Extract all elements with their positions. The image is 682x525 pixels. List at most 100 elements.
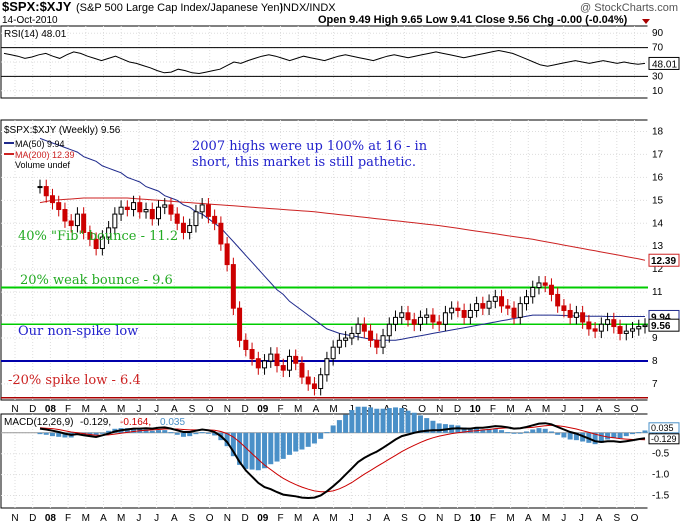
macd-histogram-bar — [505, 432, 511, 434]
candle-body — [499, 296, 505, 307]
x-label-bottom: D — [454, 513, 461, 524]
candle-body — [143, 209, 149, 213]
x-label-top: F — [490, 404, 496, 415]
watermark: @ StockCharts.com — [580, 2, 678, 14]
candle-body — [380, 335, 386, 348]
x-label-top: 09 — [257, 404, 269, 415]
candle-body — [417, 316, 423, 325]
x-label-top: D — [241, 404, 248, 415]
candle-body — [386, 323, 392, 337]
candle-body — [636, 326, 642, 330]
candle-body — [68, 220, 74, 227]
x-label-top: A — [100, 404, 107, 415]
x-label-bottom: M — [506, 513, 514, 524]
macd-histogram-bar — [199, 432, 205, 434]
macd-histogram-bar — [642, 430, 648, 433]
note-2007-highs-1: 2007 highs were up 100% at 16 - in — [192, 139, 428, 154]
candle-body — [623, 330, 629, 334]
x-label-top: N — [224, 404, 231, 415]
candle-body — [249, 349, 255, 360]
ma200-last-value: 12.39 — [651, 256, 676, 267]
candle-body — [274, 353, 280, 367]
macd-histogram-bar — [368, 407, 374, 433]
price-tick: 14 — [652, 218, 664, 229]
x-label-bottom: O — [206, 513, 214, 524]
macd-tick: -0.5 — [652, 449, 670, 460]
x-label-top: 10 — [470, 404, 482, 415]
price-tick: 16 — [652, 172, 664, 183]
macd-histogram-bar — [193, 432, 199, 435]
macd-histogram-bar — [81, 432, 87, 436]
macd-hist-last: 0.035 — [651, 423, 674, 433]
macd-title-hist: 0.035 — [160, 417, 185, 428]
x-label-top: J — [579, 404, 584, 415]
x-label-top: M — [506, 404, 514, 415]
candle-body — [393, 316, 399, 325]
candle-body — [168, 204, 174, 215]
candle-body — [436, 321, 442, 325]
macd-histogram-bar — [380, 408, 386, 433]
macd-histogram-bar — [405, 410, 411, 433]
x-label-top: J — [349, 404, 354, 415]
candle-body — [237, 307, 243, 341]
macd-histogram-bar — [511, 432, 517, 434]
candle-body — [336, 339, 342, 348]
note-non-spike: Our non-spike low — [18, 324, 138, 339]
macd-histogram-bar — [417, 415, 423, 433]
candle-body — [49, 195, 55, 204]
candle-body — [124, 206, 130, 211]
macd-histogram-bar — [224, 432, 230, 447]
candle-body — [474, 303, 480, 311]
candle-body — [243, 339, 249, 351]
candle-body — [255, 358, 261, 369]
candle-body — [349, 332, 355, 339]
rsi-last-value: 48.01 — [652, 59, 677, 70]
x-label-top: S — [189, 404, 196, 415]
macd-histogram-bar — [486, 428, 492, 433]
x-label-top: D — [454, 404, 461, 415]
legend-ma50: MA(50) 9.94 — [15, 139, 65, 149]
candle-body — [311, 383, 317, 390]
candle-body — [162, 204, 168, 208]
macd-histogram-bar — [605, 432, 611, 440]
candle-body — [318, 374, 324, 390]
candle-body — [180, 222, 186, 233]
price-tick: 12 — [652, 264, 664, 275]
candle-body — [530, 287, 536, 298]
x-label-bottom: M — [329, 513, 337, 524]
macd-title-signal: -0.164, — [120, 417, 151, 428]
x-label-bottom: M — [294, 513, 302, 524]
x-label-top: A — [171, 404, 178, 415]
macd-histogram-bar — [324, 432, 330, 434]
candle-body — [106, 227, 112, 238]
candle-body — [187, 225, 193, 233]
macd-histogram-bar — [542, 428, 548, 433]
candle-body — [131, 202, 137, 211]
x-label-top: O — [206, 404, 214, 415]
candle-body — [268, 353, 274, 362]
candle-body — [368, 330, 374, 341]
candle-body — [598, 323, 604, 332]
candle-body — [611, 319, 617, 328]
price-title: $SPX:$XJY (Weekly) 9.56 — [4, 125, 121, 136]
candle-body — [224, 243, 230, 266]
rsi-tick: 90 — [652, 28, 664, 39]
macd-histogram-bar — [492, 428, 498, 433]
candle-body — [430, 314, 436, 323]
price-tick: 11 — [652, 287, 663, 298]
x-label-bottom: 10 — [470, 513, 482, 524]
x-label-bottom: S — [613, 513, 620, 524]
candle-body — [286, 355, 292, 371]
candle-body — [324, 358, 330, 376]
macd-histogram-bar — [430, 420, 436, 433]
macd-title: MACD(12,26,9) — [4, 417, 73, 428]
x-label-bottom: N — [224, 513, 231, 524]
rsi-tick: 10 — [652, 86, 664, 97]
candle-body — [37, 186, 43, 189]
macd-histogram-bar — [268, 432, 274, 465]
x-label-bottom: O — [418, 513, 426, 524]
rsi-line — [3, 49, 646, 75]
macd-histogram-bar — [37, 432, 43, 435]
header-date: 14-Oct-2010 — [2, 15, 58, 26]
candle-body — [492, 296, 498, 302]
